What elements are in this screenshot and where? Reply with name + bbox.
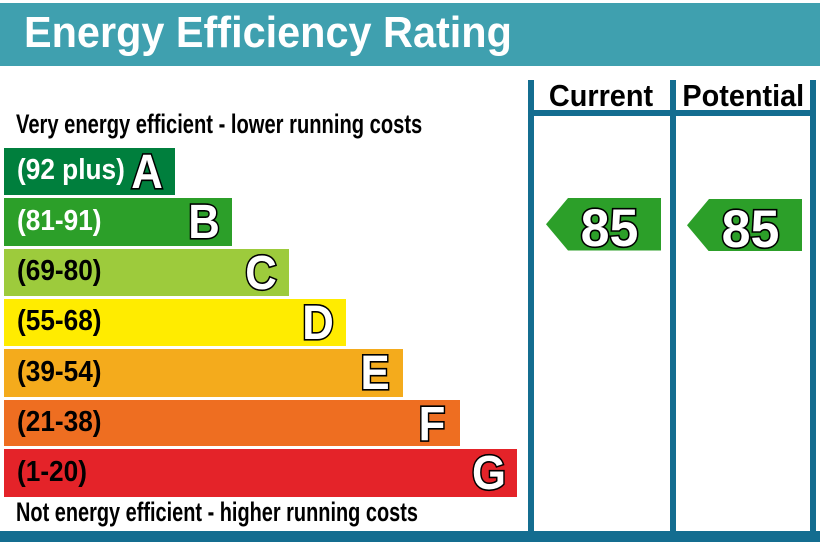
svg-text:C: C <box>245 249 277 297</box>
svg-text:85: 85 <box>721 200 779 251</box>
svg-text:D: D <box>302 299 334 347</box>
svg-text:E: E <box>360 349 389 397</box>
svg-text:F: F <box>418 400 445 448</box>
svg-text:B: B <box>188 198 220 246</box>
svg-text:G: G <box>472 449 506 497</box>
svg-text:85: 85 <box>580 200 638 251</box>
svg-text:A: A <box>131 148 163 196</box>
